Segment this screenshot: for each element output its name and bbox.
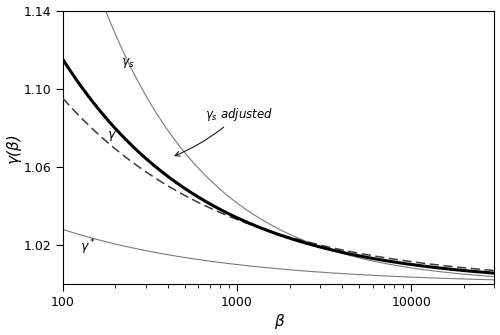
Y-axis label: γ(β): γ(β) (6, 132, 20, 163)
Text: $\gamma^*$: $\gamma^*$ (80, 237, 96, 257)
Text: $\gamma$: $\gamma$ (108, 129, 118, 143)
X-axis label: β: β (274, 315, 283, 329)
Text: $\gamma_s$ adjusted: $\gamma_s$ adjusted (175, 106, 272, 156)
Text: $\gamma_s$: $\gamma_s$ (121, 56, 134, 70)
